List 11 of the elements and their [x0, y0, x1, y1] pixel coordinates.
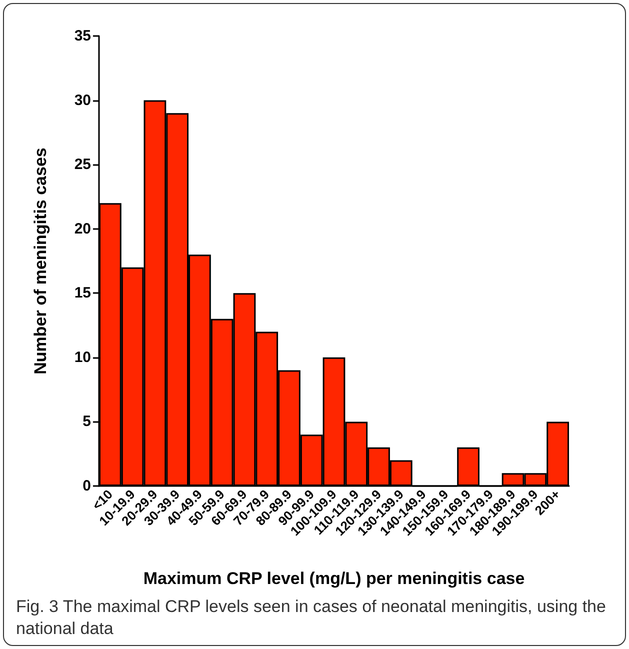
y-axis-title: Number of meningitis cases — [31, 148, 50, 374]
y-tick-label: 10 — [74, 348, 91, 366]
caption: Fig. 3 The maximal CRP levels seen in cases of neonatal meningitis, using the national data — [16, 596, 607, 640]
y-tick-label: 0 — [82, 478, 91, 494]
y-tick-label: 20 — [74, 220, 91, 238]
y-tick-label: 25 — [74, 156, 91, 174]
y-tick-label: 35 — [74, 28, 91, 44]
y-tick-label: 30 — [74, 92, 91, 109]
x-axis-title: Maximum CRP level (mg/L) per meningitis case — [143, 569, 525, 588]
y-tick-label: 5 — [82, 413, 91, 430]
y-tick-label: 15 — [74, 284, 91, 302]
